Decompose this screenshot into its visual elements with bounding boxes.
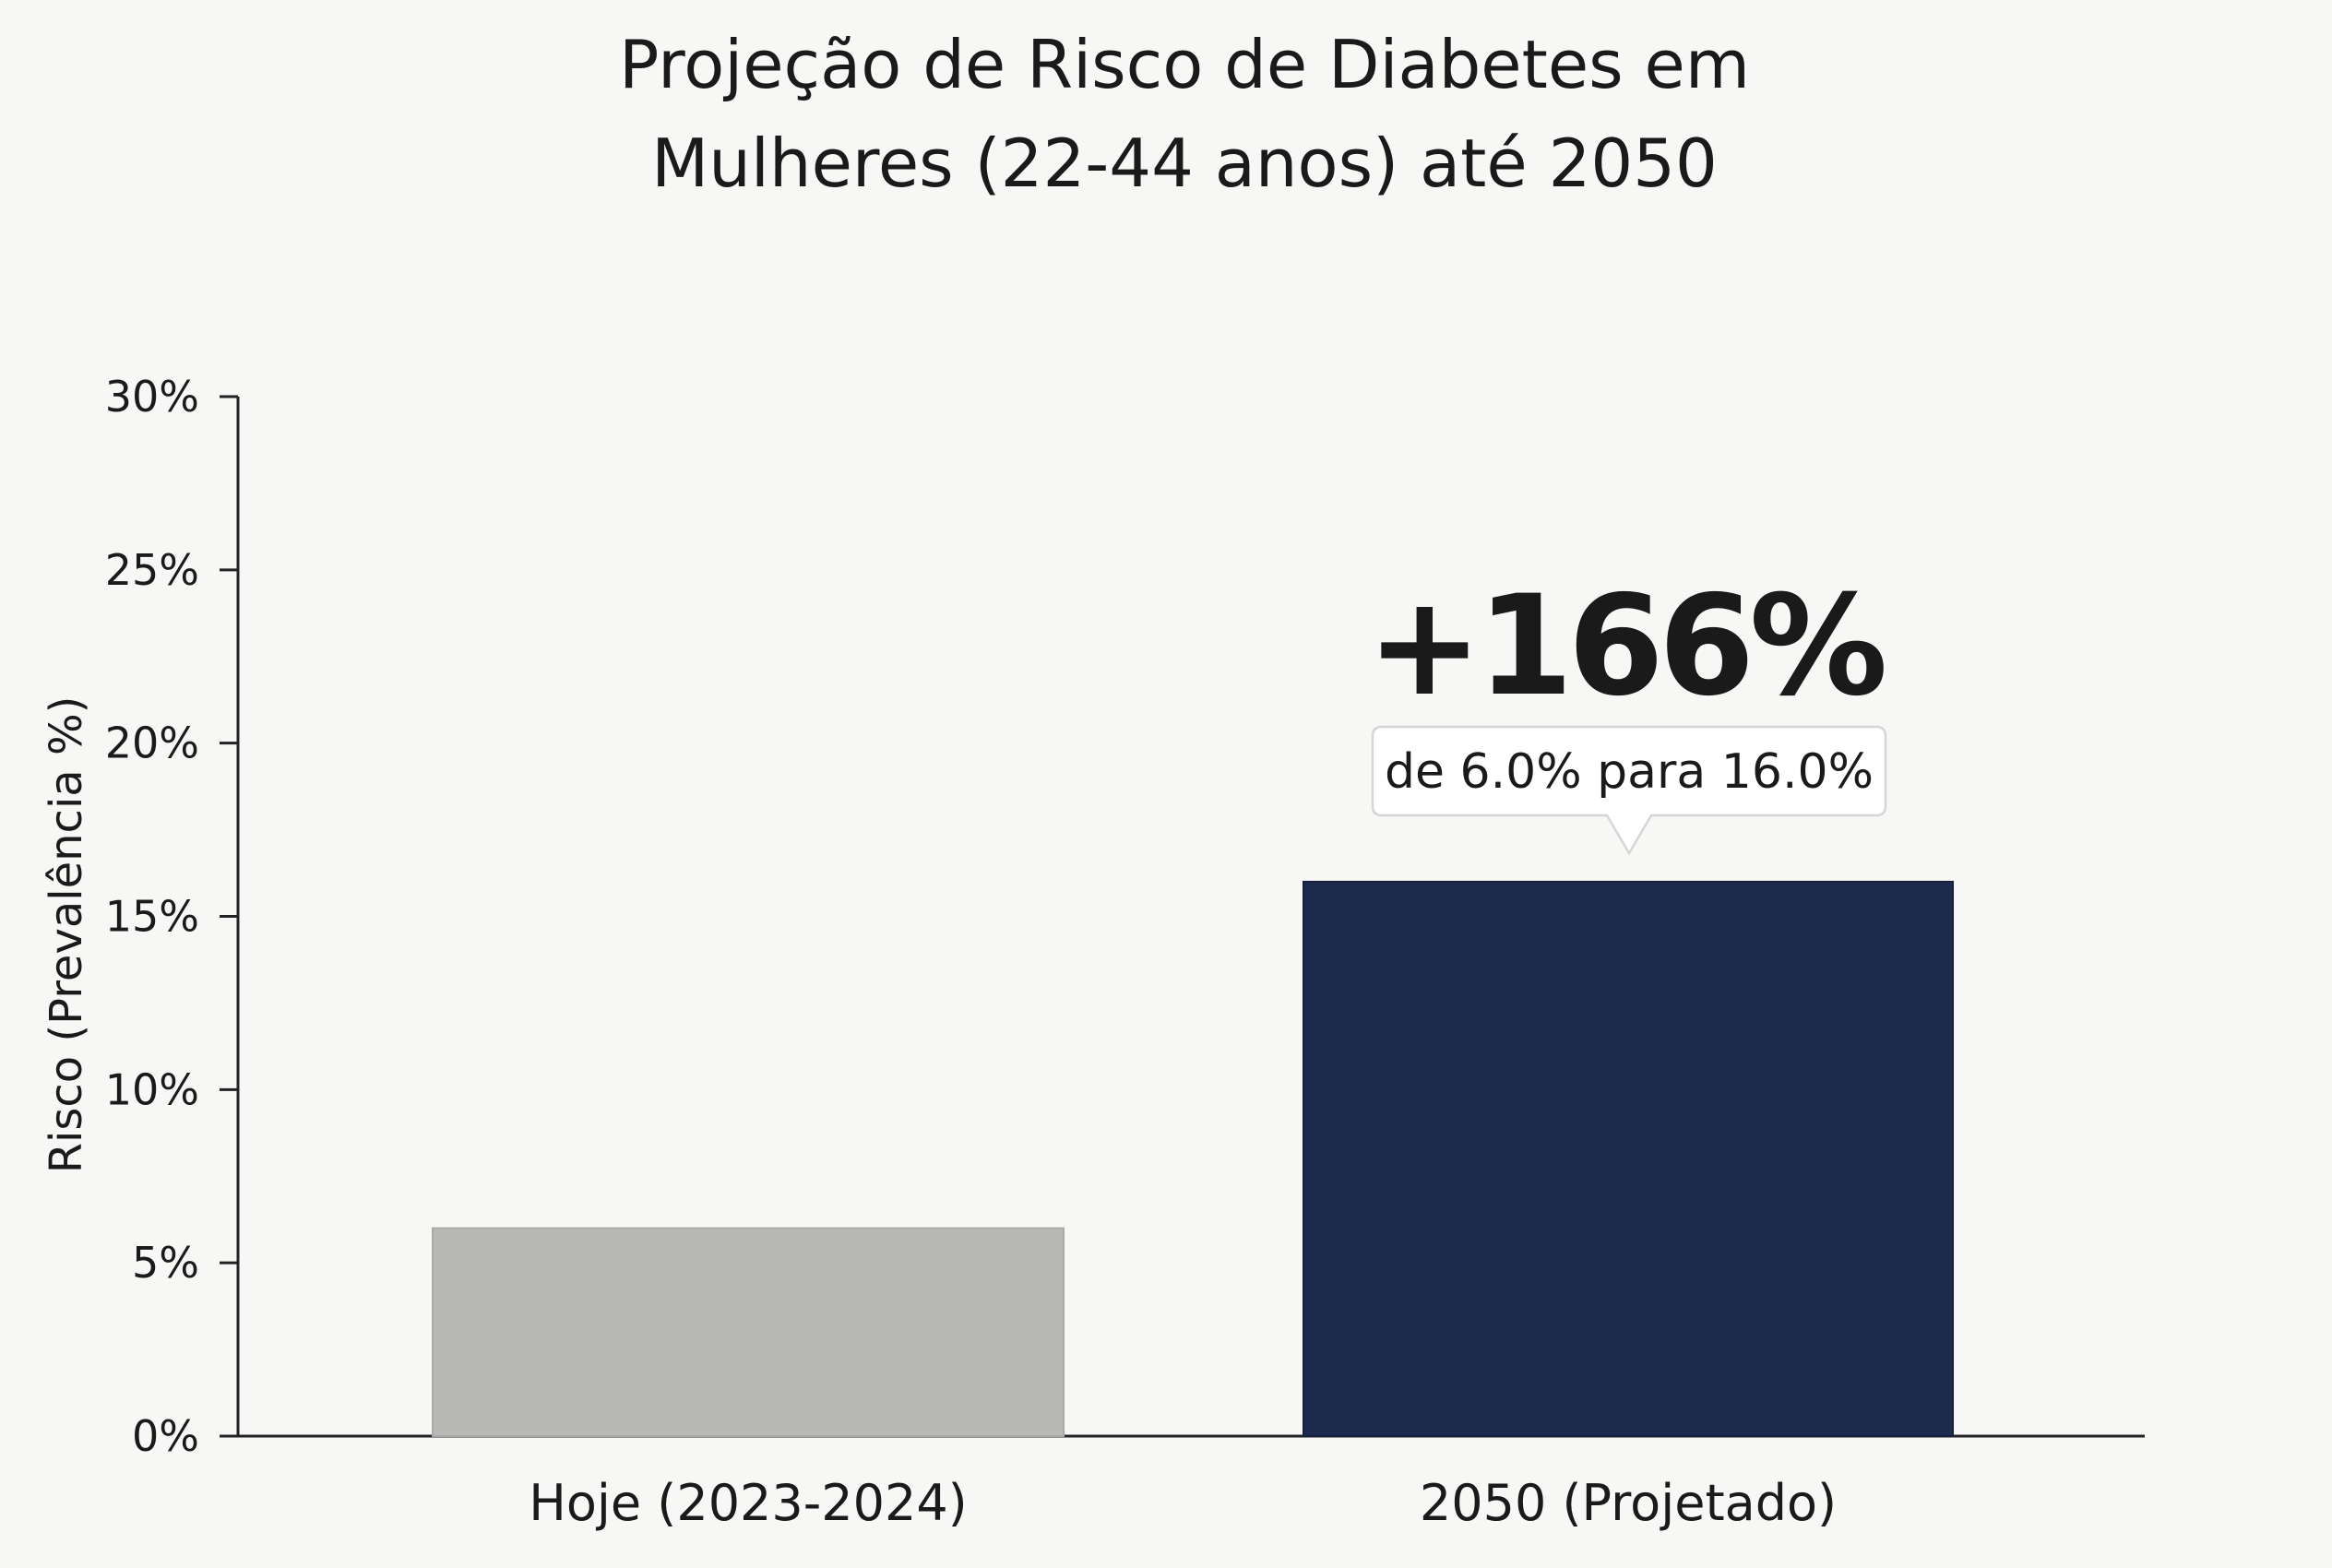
x-category-label: Hoje (2023-2024) (529, 1474, 968, 1532)
bars (432, 880, 1954, 1437)
change-annotation: +166% de 6.0% para 16.0% (1366, 566, 1889, 856)
y-axis-title: Risco (Prevalência %) (41, 696, 92, 1174)
y-axis-ticks: 0% 5% 10% 15% 20% 25% 30% (105, 372, 238, 1461)
x-axis-category-labels: Hoje (2023-2024) 2050 (Projetado) (529, 1474, 1837, 1532)
bar-2050 (1303, 880, 1954, 1437)
change-percentage-label: +166% (1366, 566, 1884, 727)
x-category-label: 2050 (Projetado) (1420, 1474, 1837, 1532)
bar-hoje (432, 1227, 1065, 1437)
callout-box (1371, 725, 1887, 856)
y-tick-label: 5% (132, 1238, 199, 1288)
chart-title-line-2: Mulheres (22-44 anos) até 2050 (651, 125, 1718, 202)
y-tick-label: 20% (105, 719, 199, 768)
callout-label: de 6.0% para 16.0% (1385, 744, 1874, 800)
y-tick-label: 15% (105, 892, 199, 942)
y-tick-label: 25% (105, 545, 199, 595)
chart-title-line-1: Projeção de Risco de Diabetes em (619, 26, 1750, 103)
y-tick-label: 30% (105, 372, 199, 422)
chart-title: Projeção de Risco de Diabetes em Mulhere… (619, 26, 1750, 202)
y-tick-label: 0% (132, 1411, 199, 1461)
y-tick-label: 10% (105, 1064, 199, 1114)
